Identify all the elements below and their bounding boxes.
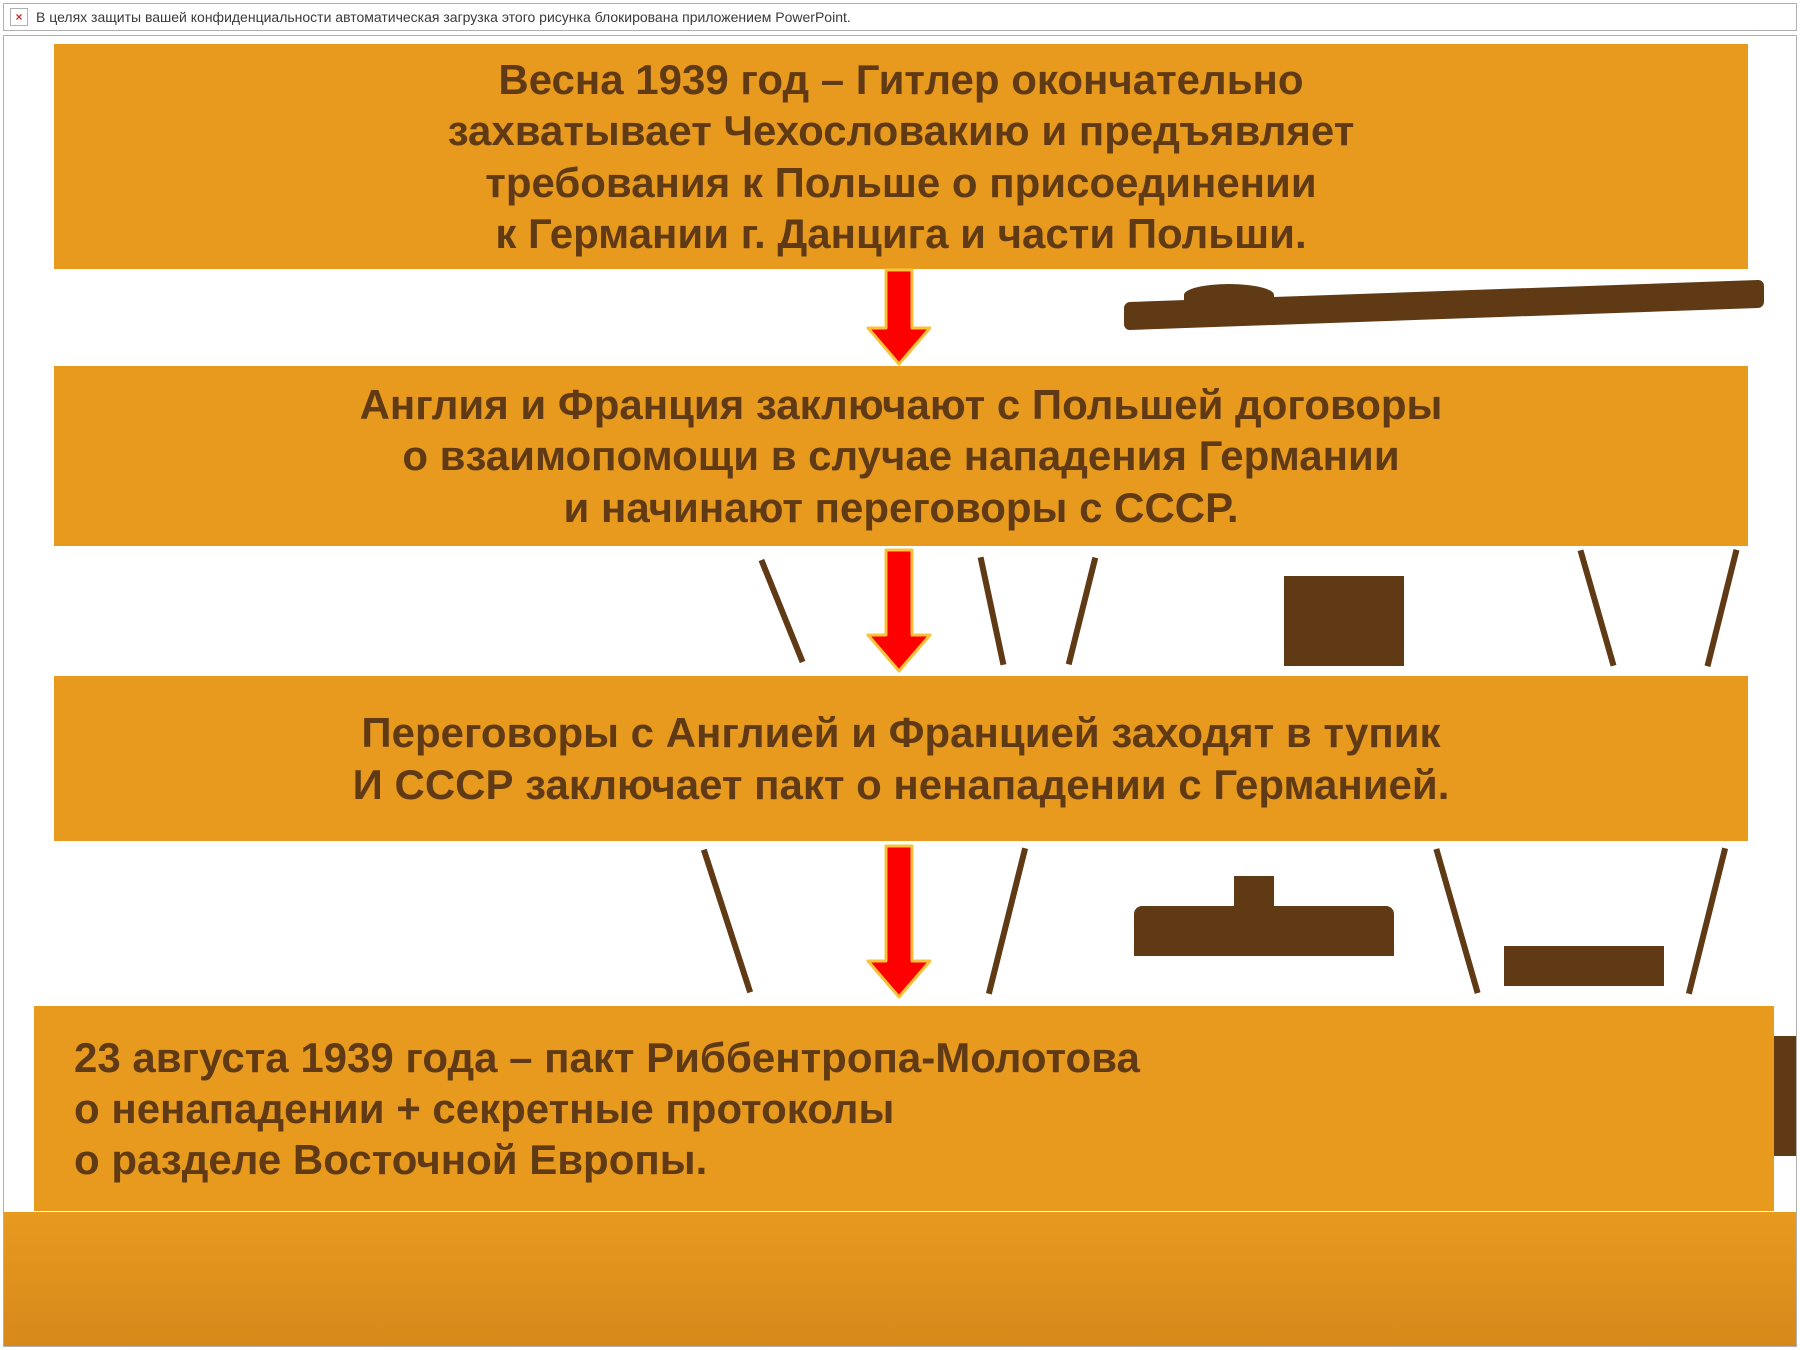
bg-shape xyxy=(1578,549,1617,666)
flow-block-text: Весна 1939 год – Гитлер окончательно зах… xyxy=(448,54,1355,259)
bg-shape xyxy=(1705,549,1740,667)
flow-block-1: Весна 1939 год – Гитлер окончательно зах… xyxy=(54,44,1748,269)
bg-shape xyxy=(1066,557,1098,665)
flow-block-3: Переговоры с Англией и Францией заходят … xyxy=(54,676,1748,841)
bg-shape xyxy=(1504,946,1664,986)
flow-arrow-3 xyxy=(864,844,934,999)
flow-block-text: Переговоры с Англией и Францией заходят … xyxy=(353,707,1450,809)
bg-shape xyxy=(1184,284,1274,306)
warning-text: В целях защиты вашей конфиденциальности … xyxy=(36,9,851,25)
down-arrow-icon xyxy=(864,268,934,366)
blocked-image-warning: × В целях защиты вашей конфиденциальност… xyxy=(3,3,1797,31)
bg-shape xyxy=(4,1212,1797,1347)
down-arrow-icon xyxy=(864,548,934,673)
bg-shape xyxy=(759,559,806,663)
flow-block-2: Англия и Франция заключают с Польшей дог… xyxy=(54,366,1748,546)
bg-shape xyxy=(1770,1036,1797,1156)
bg-shape xyxy=(701,849,753,994)
bg-shape xyxy=(978,557,1007,666)
bg-shape xyxy=(986,848,1028,995)
close-icon: × xyxy=(10,8,28,26)
bg-shape xyxy=(1234,876,1274,916)
down-arrow-icon xyxy=(864,844,934,999)
flow-block-text: 23 августа 1939 года – пакт Риббентропа-… xyxy=(74,1032,1140,1186)
flow-block-4: 23 августа 1939 года – пакт Риббентропа-… xyxy=(34,1006,1774,1211)
bg-shape xyxy=(1284,576,1404,666)
slide-frame: Весна 1939 год – Гитлер окончательно зах… xyxy=(3,35,1797,1347)
bg-shape xyxy=(1433,848,1480,994)
flow-block-text: Англия и Франция заключают с Польшей дог… xyxy=(360,379,1443,533)
flow-arrow-2 xyxy=(864,548,934,673)
bg-shape xyxy=(1686,848,1728,995)
flow-arrow-1 xyxy=(864,268,934,366)
